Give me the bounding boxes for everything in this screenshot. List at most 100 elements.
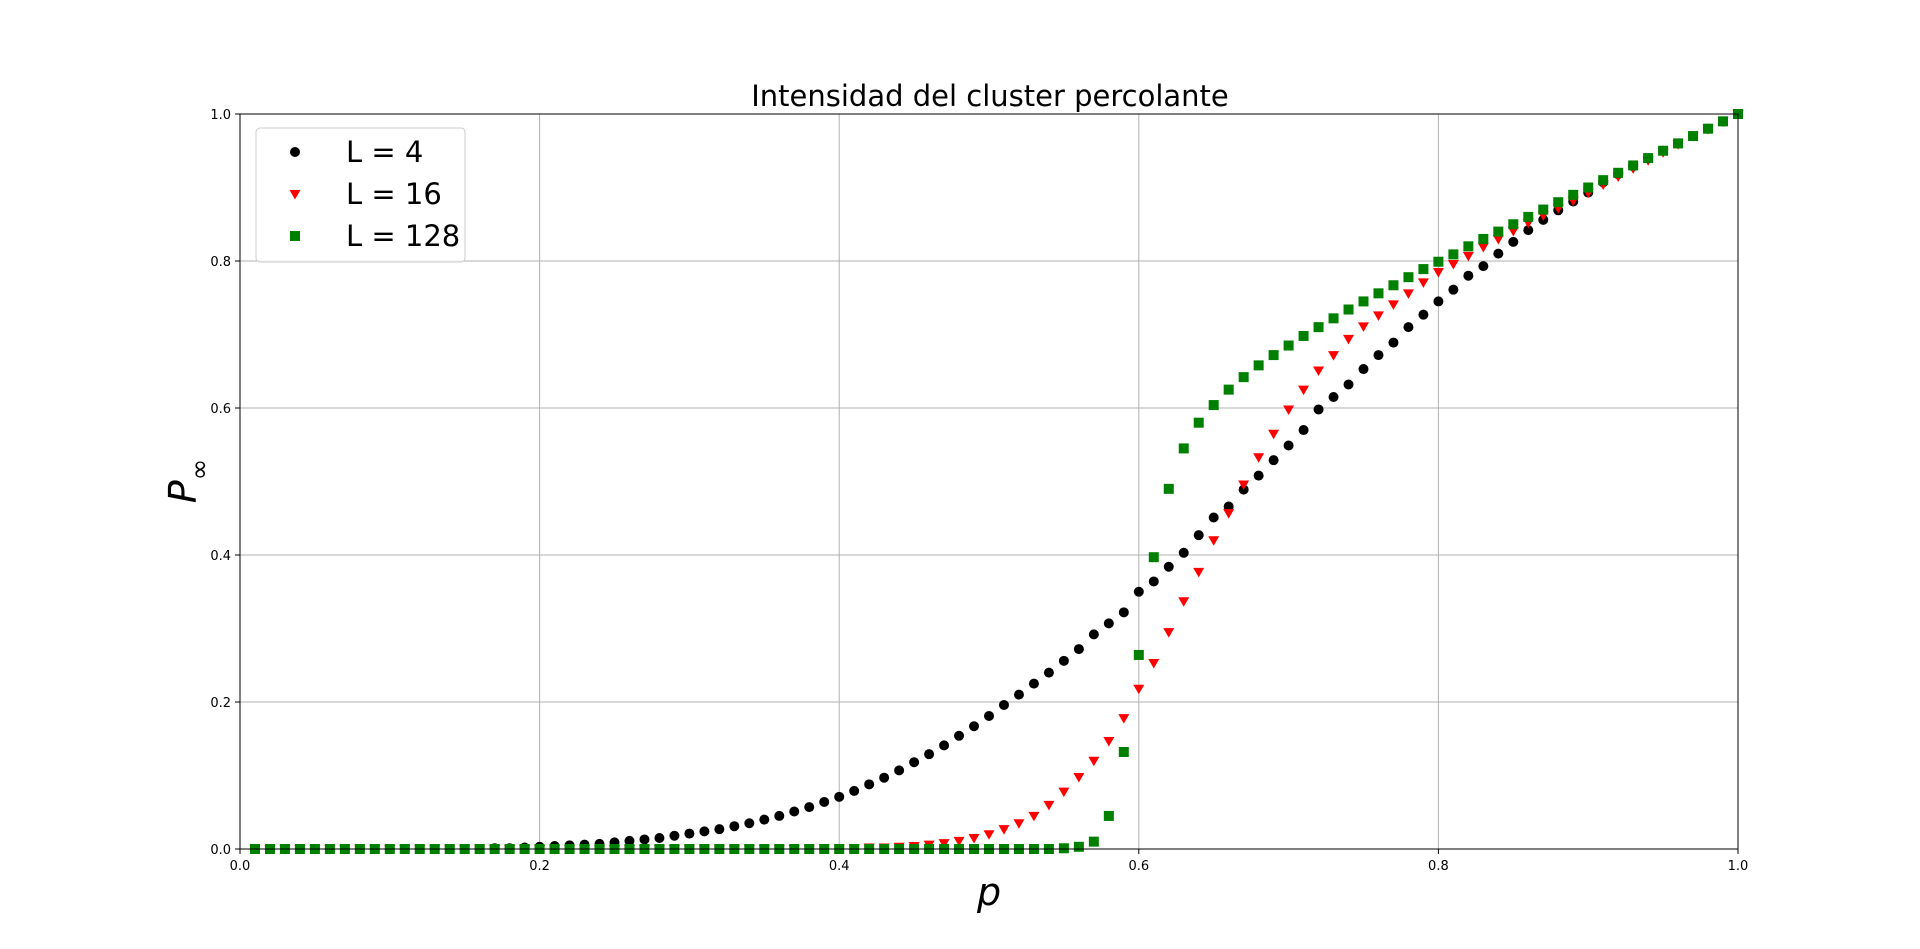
- data-point: [1103, 618, 1114, 629]
- data-point: [1118, 746, 1129, 757]
- data-point: [1058, 843, 1069, 854]
- chart-title: Intensidad del cluster percolante: [751, 79, 1229, 113]
- x-tick-label: 0.2: [529, 859, 550, 874]
- data-point: [1043, 800, 1055, 811]
- x-axis-label: p: [976, 870, 1001, 914]
- data-point: [879, 772, 890, 783]
- data-point: [1193, 567, 1205, 578]
- series-2: [249, 110, 1744, 855]
- data-point: [639, 834, 650, 845]
- data-point: [849, 785, 860, 796]
- data-point: [1208, 400, 1219, 411]
- data-point: [1253, 453, 1265, 463]
- data-point: [909, 757, 920, 768]
- data-point: [1403, 272, 1414, 283]
- x-tick-label: 0.6: [1128, 859, 1149, 874]
- data-point: [1598, 175, 1609, 186]
- data-point: [1313, 404, 1324, 415]
- data-point: [1688, 131, 1699, 142]
- data-point: [1088, 836, 1099, 847]
- y-tick-label: 0.2: [210, 696, 231, 711]
- data-point: [759, 814, 770, 825]
- data-point: [1418, 309, 1429, 320]
- data-point: [1462, 251, 1474, 262]
- data-point: [1043, 667, 1054, 678]
- data-point: [1028, 678, 1039, 689]
- data-point: [1268, 429, 1280, 440]
- data-point: [1523, 225, 1534, 236]
- data-point: [1298, 425, 1309, 436]
- data-point: [1417, 278, 1429, 288]
- x-tick-label: 0.0: [230, 859, 251, 874]
- data-point: [1402, 289, 1414, 299]
- data-point: [1148, 576, 1159, 587]
- data-point: [1073, 841, 1084, 852]
- data-point: [819, 796, 830, 807]
- data-point: [1718, 116, 1729, 127]
- data-point: [1238, 480, 1250, 490]
- data-point: [1208, 536, 1220, 546]
- data-point: [1373, 288, 1384, 299]
- data-point: [1133, 684, 1145, 695]
- data-point: [894, 765, 905, 776]
- data-point: [1448, 249, 1459, 260]
- data-point: [1298, 330, 1309, 341]
- data-point: [1148, 552, 1159, 563]
- data-point: [1088, 629, 1099, 640]
- data-point: [998, 825, 1010, 835]
- data-point: [669, 830, 680, 841]
- data-point: [1223, 509, 1235, 519]
- data-point: [774, 810, 785, 821]
- series-1: [249, 109, 1743, 854]
- data-point: [1508, 236, 1519, 247]
- data-point: [1313, 366, 1325, 377]
- data-point: [1058, 655, 1069, 666]
- data-point: [1103, 810, 1114, 821]
- y-axis-label-main: P: [161, 480, 205, 503]
- data-point: [1208, 512, 1219, 523]
- data-points: [249, 109, 1744, 855]
- data-point: [1373, 350, 1384, 361]
- data-point: [1283, 340, 1294, 351]
- data-point: [1328, 351, 1340, 361]
- data-point: [984, 710, 994, 721]
- data-point: [1223, 501, 1234, 512]
- legend: L = 4 L = 16 L = 128: [255, 127, 466, 263]
- data-point: [1178, 547, 1189, 558]
- data-point: [1673, 138, 1684, 149]
- data-point: [804, 802, 815, 813]
- data-point: [1343, 379, 1354, 390]
- data-point: [624, 835, 635, 846]
- data-point: [1193, 417, 1204, 428]
- data-point: [1268, 455, 1279, 466]
- data-point: [1013, 689, 1024, 700]
- data-point: [1583, 182, 1594, 193]
- data-point: [1553, 197, 1564, 208]
- legend-label: L = 16: [346, 177, 442, 211]
- series-3: [249, 109, 1743, 854]
- data-point: [1478, 261, 1489, 272]
- legend-label: L = 4: [346, 135, 423, 169]
- data-point: [1283, 440, 1294, 451]
- data-point: [1388, 280, 1399, 291]
- data-point: [714, 824, 725, 835]
- data-point: [1358, 296, 1369, 307]
- data-point: [924, 749, 935, 760]
- data-point: [699, 826, 710, 837]
- data-point: [1178, 597, 1190, 607]
- legend-items: L = 4 L = 16 L = 128: [289, 135, 460, 253]
- data-point: [1658, 145, 1669, 156]
- data-point: [1433, 256, 1444, 267]
- data-point: [1073, 644, 1084, 655]
- data-point: [1388, 337, 1399, 348]
- data-point: [1283, 405, 1295, 415]
- data-point: [1358, 322, 1369, 332]
- data-point: [1058, 787, 1070, 798]
- x-tick-label: 0.8: [1428, 859, 1449, 874]
- data-point: [1328, 391, 1339, 402]
- data-point: [1028, 811, 1040, 822]
- data-point: [1508, 219, 1519, 230]
- y-tick-label: 0.8: [210, 255, 231, 270]
- data-point: [789, 806, 800, 817]
